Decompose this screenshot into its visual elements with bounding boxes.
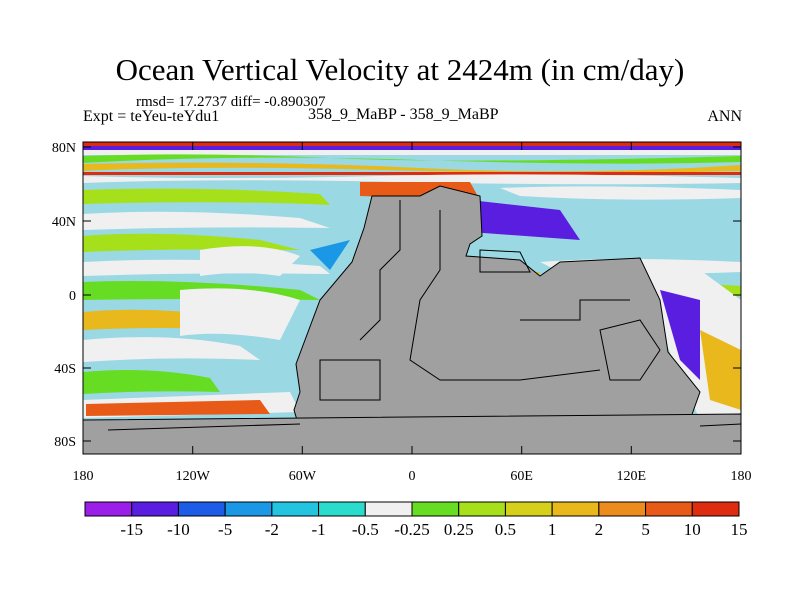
case-label: 358_9_MaBP - 358_9_MaBP: [308, 106, 499, 123]
lon-tick-label: 120W: [176, 469, 211, 484]
colorbar-swatch: [177, 501, 226, 517]
colorbar-label: -15: [120, 520, 143, 539]
colorbar-swatch: [458, 501, 506, 517]
colorbar-label: 0.5: [495, 520, 516, 539]
colorbar-swatch: [411, 501, 460, 517]
colorbar-swatch: [364, 501, 413, 517]
colorbar-label: 5: [641, 520, 650, 539]
colorbar-swatch: [691, 501, 740, 517]
plot-title: Ocean Vertical Velocity at 2424m (in cm/…: [115, 52, 685, 87]
experiment-label: Expt = teYeu-teYdu1: [83, 108, 220, 125]
colorbar-swatch: [318, 501, 366, 517]
lon-tick-label: 60W: [289, 469, 317, 484]
lat-tick-label: 40S: [54, 362, 76, 377]
axis-ticks: 80N 40N 0 40S 80S 180 120W 60W 0 60E 120E 180: [52, 141, 752, 484]
colorbar-label: -0.25: [394, 520, 429, 539]
colorbar-label: 10: [684, 520, 701, 539]
season-label: ANN: [707, 108, 742, 125]
lat-tick-label: 40N: [52, 215, 76, 230]
colorbar-label: 2: [595, 520, 604, 539]
colorbar-label: -0.5: [352, 520, 379, 539]
colorbar-swatch: [224, 501, 273, 517]
stats-label: rmsd= 17.2737 diff= -0.890307: [136, 94, 326, 110]
colorbar-swatch: [131, 501, 179, 517]
lon-tick-label: 180: [731, 469, 752, 484]
lat-tick-label: 0: [69, 289, 76, 304]
lon-tick-label: 60E: [510, 469, 533, 484]
colorbar-label: 15: [731, 520, 748, 539]
lon-tick-label: 120E: [617, 469, 647, 484]
land-contours: [107, 200, 741, 431]
map-panel: [83, 142, 741, 454]
colorbar-swatch: [598, 501, 647, 517]
colorbar-label: -5: [218, 520, 232, 539]
landmass: [83, 185, 741, 454]
lon-tick-label: 180: [73, 469, 94, 484]
colorbar: -15 -10 -5 -2 -1 -0.5 -0.25 0.25 0.5 1 2 5 10 15: [84, 501, 748, 539]
colorbar-swatch: [645, 501, 693, 517]
colorbar-swatch: [504, 501, 553, 517]
lat-tick-label: 80N: [52, 141, 76, 156]
colorbar-swatch: [84, 501, 133, 517]
colorbar-label: -10: [167, 520, 190, 539]
colorbar-label: 0.25: [444, 520, 474, 539]
lat-tick-label: 80S: [54, 435, 76, 450]
colorbar-swatch: [271, 501, 320, 517]
colorbar-swatch: [551, 501, 600, 517]
colorbar-label: 1: [548, 520, 557, 539]
colorbar-label: -1: [311, 520, 325, 539]
lon-tick-label: 0: [409, 469, 416, 484]
colorbar-label: -2: [265, 520, 279, 539]
